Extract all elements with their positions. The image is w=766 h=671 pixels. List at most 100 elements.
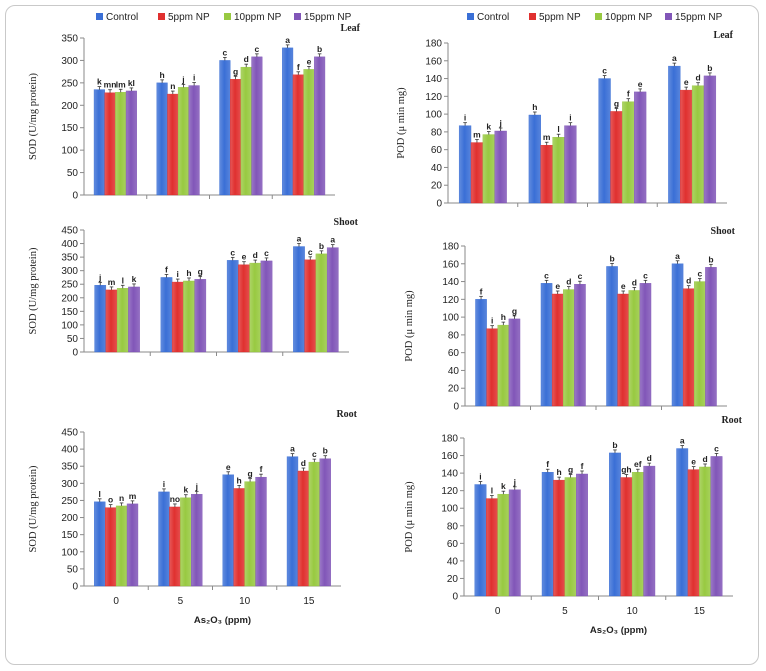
significance-letter: j	[195, 481, 198, 491]
bar	[233, 488, 245, 587]
significance-letter: i	[464, 113, 466, 123]
significance-letter: j	[513, 477, 516, 487]
y-tick-label: 140	[425, 74, 442, 85]
y-tick-label: 350	[61, 34, 78, 45]
significance-letter: a	[290, 444, 295, 454]
y-tick-label: 50	[67, 168, 79, 179]
bar	[622, 101, 635, 204]
legend-label: 5ppm NP	[168, 12, 210, 23]
legend-swatch	[96, 13, 103, 20]
bar	[308, 461, 320, 587]
significance-letter: k	[97, 77, 102, 87]
chart-sod-shoot: 0 50 100 150 200 250 300 350 400 450 SOD (U/mg pro…	[28, 217, 359, 359]
bar	[244, 481, 256, 587]
legend-swatch	[158, 13, 165, 20]
significance-letter: c	[308, 247, 313, 257]
x-tick-label: 5	[178, 596, 184, 607]
bar	[93, 89, 105, 196]
y-tick-label: 200	[61, 101, 78, 112]
significance-letter: m	[129, 491, 137, 501]
bar	[160, 277, 173, 353]
bar	[710, 456, 723, 597]
y-tick-label: 80	[448, 330, 460, 341]
significance-letter: l	[557, 124, 559, 134]
bar	[671, 263, 684, 407]
significance-letter: m	[473, 130, 481, 140]
significance-letter: c	[544, 270, 549, 280]
significance-letter: k	[486, 122, 491, 132]
bar	[105, 507, 117, 587]
bar	[304, 259, 317, 353]
bar	[628, 290, 641, 407]
significance-letter: lm	[116, 79, 126, 89]
significance-letter: k	[501, 481, 506, 491]
bar	[226, 260, 239, 353]
y-tick-label: 150	[61, 307, 78, 318]
bar	[104, 92, 116, 196]
y-tick-label: 40	[447, 556, 459, 567]
y-tick-label: 0	[72, 191, 78, 202]
significance-letter: e	[242, 252, 247, 262]
y-tick-label: 200	[61, 513, 78, 524]
y-tick-label: 60	[431, 145, 443, 156]
legend-label: 15ppm NP	[304, 12, 352, 23]
bar	[691, 85, 705, 204]
bar	[292, 74, 304, 196]
significance-letter: ef	[634, 459, 642, 469]
y-axis-title: SOD (U/mg protein)	[28, 465, 39, 552]
bar	[297, 470, 310, 587]
significance-letter: c	[264, 248, 269, 258]
significance-letter: h	[186, 268, 191, 278]
y-tick-label: 300	[61, 56, 78, 67]
bar	[508, 318, 521, 407]
x-tick-label: 15	[694, 606, 706, 617]
bar	[617, 293, 629, 407]
legend: Control 5ppm NP 10ppm NP 15ppm NP	[467, 12, 723, 23]
significance-letter: c	[697, 269, 702, 279]
y-tick-label: 450	[61, 428, 78, 439]
significance-letter: a	[675, 251, 680, 261]
significance-letter: l	[491, 486, 493, 496]
y-tick-label: 150	[61, 530, 78, 541]
bar	[609, 452, 621, 597]
significance-letter: g	[568, 465, 573, 475]
significance-letter: i	[491, 316, 493, 326]
bar	[494, 130, 507, 204]
bar	[576, 473, 588, 597]
x-axis-title: As₂O₃ (ppm)	[194, 615, 251, 626]
bar	[255, 476, 267, 587]
bar	[508, 489, 521, 597]
y-tick-label: 350	[61, 462, 78, 473]
legend-swatch	[224, 13, 231, 20]
significance-letter: d	[695, 73, 700, 83]
legend-swatch	[529, 13, 536, 20]
y-tick-label: 100	[61, 146, 78, 157]
significance-letter: b	[612, 440, 617, 450]
y-tick-label: 450	[61, 226, 78, 237]
significance-letter: h	[160, 70, 165, 80]
significance-letter: d	[686, 276, 691, 286]
x-tick-label: 10	[239, 596, 251, 607]
bar	[315, 253, 328, 353]
significance-letter: e	[621, 281, 626, 291]
bar	[126, 503, 139, 587]
bar	[564, 477, 577, 597]
y-tick-label: 0	[452, 592, 458, 603]
significance-letter: e	[555, 281, 560, 291]
significance-letter: d	[566, 277, 571, 287]
significance-letter: m	[108, 277, 116, 287]
bar	[668, 65, 681, 204]
y-tick-label: 40	[448, 366, 460, 377]
significance-letter: f	[260, 464, 263, 474]
y-tick-label: 250	[61, 496, 78, 507]
significance-letter: k	[183, 485, 188, 495]
bar	[222, 474, 234, 587]
bar	[238, 264, 250, 353]
significance-letter: c	[223, 47, 228, 57]
bar	[94, 501, 106, 587]
significance-letter: f	[581, 461, 584, 471]
significance-letter: c	[255, 44, 260, 54]
significance-letter: b	[319, 241, 324, 251]
significance-letter: h	[501, 312, 506, 322]
y-tick-label: 300	[61, 479, 78, 490]
